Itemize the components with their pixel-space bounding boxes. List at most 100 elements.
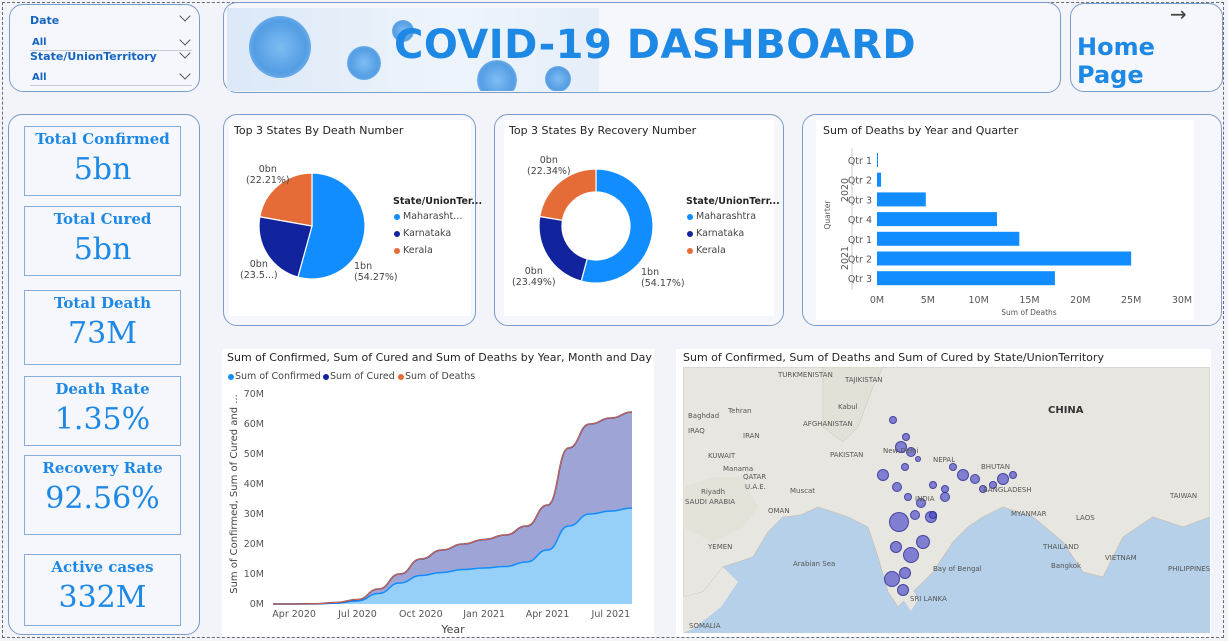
home-page-label[interactable]: Home Page xyxy=(1077,33,1155,89)
legend-item-kerala[interactable]: Kerala xyxy=(687,245,726,256)
map-bubble[interactable] xyxy=(884,571,900,587)
kpi-total-confirmed: Total Confirmed 5bn xyxy=(24,126,181,196)
area-cured[interactable] xyxy=(273,508,632,604)
legend-item-confirmed[interactable]: Sum of Confirmed xyxy=(228,371,321,382)
map-place-label: PAKISTAN xyxy=(830,451,864,459)
kpi-label: Recovery Rate xyxy=(42,459,163,477)
legend-label: Sum of Confirmed xyxy=(235,371,321,382)
bar[interactable] xyxy=(877,251,1132,266)
pie-slice-maharashtra[interactable] xyxy=(580,168,654,284)
label-value: 0bn xyxy=(539,155,558,166)
map-bubble[interactable] xyxy=(892,482,902,492)
map-bubble[interactable] xyxy=(929,511,937,519)
y-tick-label: 50M xyxy=(244,449,264,460)
map-place-label: BHUTAN xyxy=(981,463,1010,471)
map-place-label: IRAQ xyxy=(688,427,705,435)
label-pct: (22.21%) xyxy=(246,175,290,186)
pie-slice-kerala[interactable] xyxy=(539,168,597,222)
legend-item-karnataka[interactable]: Karnataka xyxy=(394,228,451,239)
map-bubble[interactable] xyxy=(957,469,969,481)
map-bubble[interactable] xyxy=(895,441,907,453)
arrow-right-icon[interactable]: → xyxy=(1170,2,1187,26)
map-bubble[interactable] xyxy=(915,456,921,462)
map-place-label: Baghdad xyxy=(688,412,720,420)
map-place-label: Manama xyxy=(723,465,754,473)
map-bubble[interactable] xyxy=(902,433,910,441)
map-bubble[interactable] xyxy=(904,493,912,501)
india-map[interactable]: TURKMENISTAN TAJIKISTAN Tehran Baghdad IRAQ I… xyxy=(683,367,1210,633)
donut-data-label: 1bn (54.17%) xyxy=(641,267,685,289)
map-bubble[interactable] xyxy=(890,541,902,553)
map-bubble[interactable] xyxy=(929,481,937,489)
map-bubble[interactable] xyxy=(910,510,920,520)
legend-label: Kerala xyxy=(696,245,726,256)
map-bubble[interactable] xyxy=(889,416,897,424)
bar[interactable] xyxy=(877,271,1055,286)
virus-icon xyxy=(477,60,517,91)
map-bubble[interactable] xyxy=(949,463,957,471)
map-bubble[interactable] xyxy=(940,492,950,502)
map-bubble[interactable] xyxy=(889,512,909,532)
legend-label: Karnataka xyxy=(403,228,452,239)
x-axis-label: Sum of Deaths xyxy=(1001,308,1056,317)
kpi-value: 73M xyxy=(68,316,137,351)
map-bubble[interactable] xyxy=(906,447,916,457)
trend-area-title: Sum of Confirmed, Sum of Cured and Sum o… xyxy=(227,351,652,364)
trend-area-chart[interactable]: 0M 10M 20M 30M 40M 50M 60M 70M Apr 2020 Jul 2020 O… xyxy=(222,384,654,637)
map-bubble[interactable] xyxy=(979,485,987,493)
map-bubble[interactable] xyxy=(897,584,909,596)
legend-label: Maharasht... xyxy=(403,211,463,222)
map-place-label: CHINA xyxy=(1048,405,1084,416)
legend-item-maharashtra[interactable]: Maharashtra xyxy=(687,211,756,222)
filter-divider xyxy=(30,50,192,51)
bar[interactable] xyxy=(877,231,1020,246)
deaths-bar-chart[interactable]: Qtr 1 Qtr 2 Qtr 3 Qtr 4 Qtr 1 Qtr 2 Qtr 3 0M 5M 1… xyxy=(816,140,1194,320)
map-bubble[interactable] xyxy=(877,469,889,481)
legend-item-karnataka[interactable]: Karnataka xyxy=(687,228,744,239)
x-axis-label: Year xyxy=(440,623,465,636)
label-pct: (23.5...) xyxy=(240,270,278,281)
legend-item-kerala[interactable]: Kerala xyxy=(394,245,433,256)
map-bubble[interactable] xyxy=(1009,471,1017,479)
map-place-label: VIETNAM xyxy=(1105,554,1137,562)
map-place-label: MYANMAR xyxy=(1011,510,1047,518)
state-filter-value[interactable]: All xyxy=(32,72,47,83)
label-pct: (54.27%) xyxy=(354,272,398,283)
legend-item-cured[interactable]: Sum of Cured xyxy=(323,371,395,382)
map-bubble[interactable] xyxy=(899,567,911,579)
date-filter-value[interactable]: All xyxy=(32,37,47,48)
map-bubble[interactable] xyxy=(997,473,1009,485)
kpi-value: 5bn xyxy=(73,232,132,267)
map-bubble[interactable] xyxy=(989,481,997,489)
bar[interactable] xyxy=(877,153,878,167)
label-value: 1bn xyxy=(641,267,660,278)
kpi-total-death: Total Death 73M xyxy=(24,290,181,365)
x-tick-label: 30M xyxy=(1172,295,1192,306)
pie-slice-kerala[interactable] xyxy=(259,172,313,227)
map-bubble[interactable] xyxy=(901,463,909,471)
legend-item-deaths[interactable]: Sum of Deaths xyxy=(398,371,475,382)
recovery-donut-title: Top 3 States By Recovery Number xyxy=(509,124,697,137)
map-bubble[interactable] xyxy=(916,535,930,549)
map-place-label: INDIA xyxy=(915,495,935,503)
x-tick-label: Jul 2020 xyxy=(337,609,377,620)
bar[interactable] xyxy=(877,172,882,187)
kpi-value: 1.35% xyxy=(54,402,151,437)
pie-slice-karnataka[interactable] xyxy=(258,216,313,278)
recovery-donut-chart[interactable] xyxy=(538,168,656,286)
map-place-label: LAOS xyxy=(1076,514,1095,522)
map-bubble[interactable] xyxy=(916,498,926,508)
kpi-label: Total Death xyxy=(53,294,152,312)
line-deaths[interactable] xyxy=(273,411,633,605)
x-tick-label: Oct 2020 xyxy=(399,609,443,620)
category-label: Qtr 3 xyxy=(848,195,872,206)
legend-item-maharashtra[interactable]: Maharasht... xyxy=(394,211,462,222)
map-bubble[interactable] xyxy=(903,547,919,563)
death-pie-chart[interactable] xyxy=(258,172,368,282)
bar[interactable] xyxy=(877,212,997,227)
map-place-label: Tehran xyxy=(728,407,752,415)
map-bubble[interactable] xyxy=(970,474,980,484)
home-page-button[interactable] xyxy=(1070,3,1223,92)
pie-slice-maharashtra[interactable] xyxy=(297,172,366,280)
bar[interactable] xyxy=(877,192,926,207)
